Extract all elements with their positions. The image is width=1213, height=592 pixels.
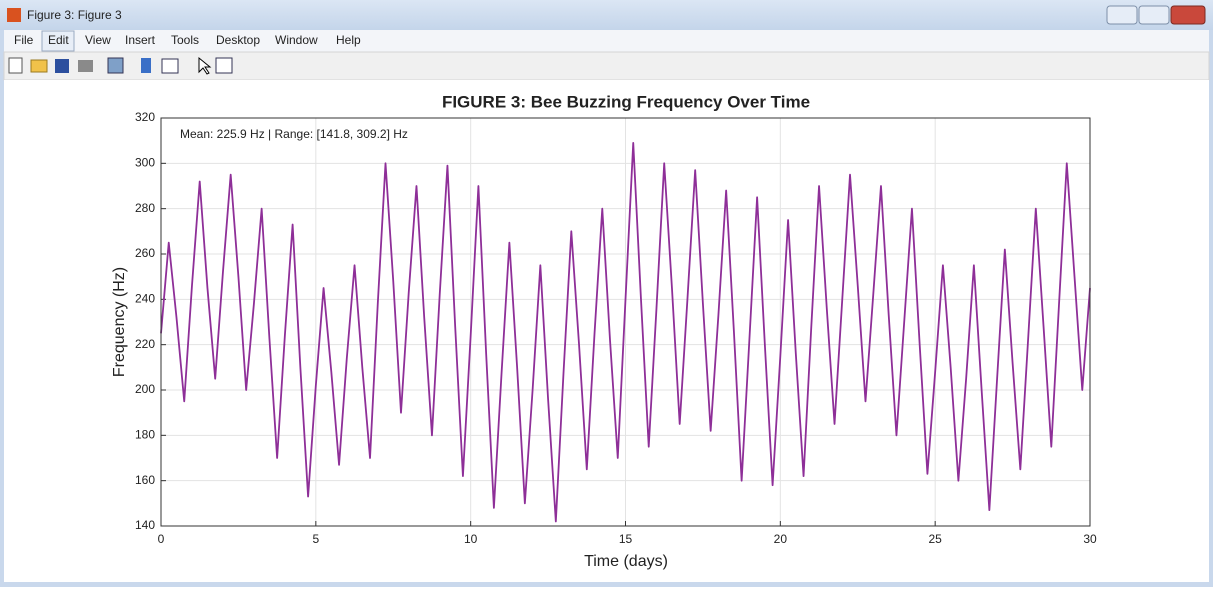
menu-item[interactable]: Window	[275, 33, 318, 47]
menu-item[interactable]: Insert	[125, 33, 156, 47]
x-tick-label: 15	[619, 532, 633, 546]
x-tick-label: 30	[1083, 532, 1097, 546]
window-title: Figure 3: Figure 3	[27, 8, 122, 22]
toolbar-icons	[8, 56, 233, 75]
menu-item[interactable]: Help	[336, 33, 361, 47]
x-tick-label: 10	[464, 532, 478, 546]
y-tick-label: 240	[135, 292, 155, 306]
link-icon[interactable]	[107, 57, 124, 74]
pointer-icon[interactable]	[198, 56, 212, 75]
y-tick-label: 300	[135, 156, 155, 170]
property-icon[interactable]	[215, 57, 233, 74]
y-tick-label: 280	[135, 201, 155, 215]
annotation: Mean: 225.9 Hz | Range: [141.8, 309.2] H…	[180, 127, 408, 141]
open-icon[interactable]	[30, 59, 48, 73]
x-tick-label: 25	[928, 532, 942, 546]
y-tick-label: 180	[135, 428, 155, 442]
save-icon[interactable]	[55, 59, 69, 73]
menu-item[interactable]: Tools	[171, 33, 199, 47]
y-tick-label: 140	[135, 518, 155, 532]
title-bar	[0, 0, 1213, 30]
toolbar	[3, 51, 1210, 81]
new-icon[interactable]	[8, 57, 23, 74]
menu-item[interactable]: View	[85, 33, 111, 47]
y-tick-label: 220	[135, 337, 155, 351]
y-tick-label: 320	[135, 110, 155, 124]
chart-title: FIGURE 3: Bee Buzzing Frequency Over Tim…	[442, 92, 810, 111]
y-axis-label: Frequency (Hz)	[111, 267, 128, 377]
x-tick-label: 5	[312, 532, 319, 546]
y-tick-label: 160	[135, 473, 155, 487]
close-button[interactable]	[1170, 5, 1206, 25]
menu-item[interactable]: Desktop	[216, 33, 260, 47]
x-tick-label: 0	[158, 532, 165, 546]
y-tick-label: 200	[135, 382, 155, 396]
menu-highlight	[41, 30, 75, 52]
menu-bar	[4, 30, 1209, 52]
x-axis-label: Time (days)	[584, 553, 668, 570]
menu-item[interactable]: Edit	[48, 33, 69, 47]
minimize-button[interactable]	[1106, 5, 1138, 25]
x-tick-label: 20	[774, 532, 788, 546]
y-tick-label: 260	[135, 246, 155, 260]
maximize-button[interactable]	[1138, 5, 1170, 25]
menu-item[interactable]: File	[14, 33, 34, 47]
colorbar-icon[interactable]	[141, 58, 151, 73]
axes-box	[160, 117, 1091, 527]
print-icon[interactable]	[78, 60, 93, 72]
legend-icon[interactable]	[161, 58, 179, 74]
app-icon	[7, 8, 21, 22]
data-line	[160, 142, 1091, 523]
